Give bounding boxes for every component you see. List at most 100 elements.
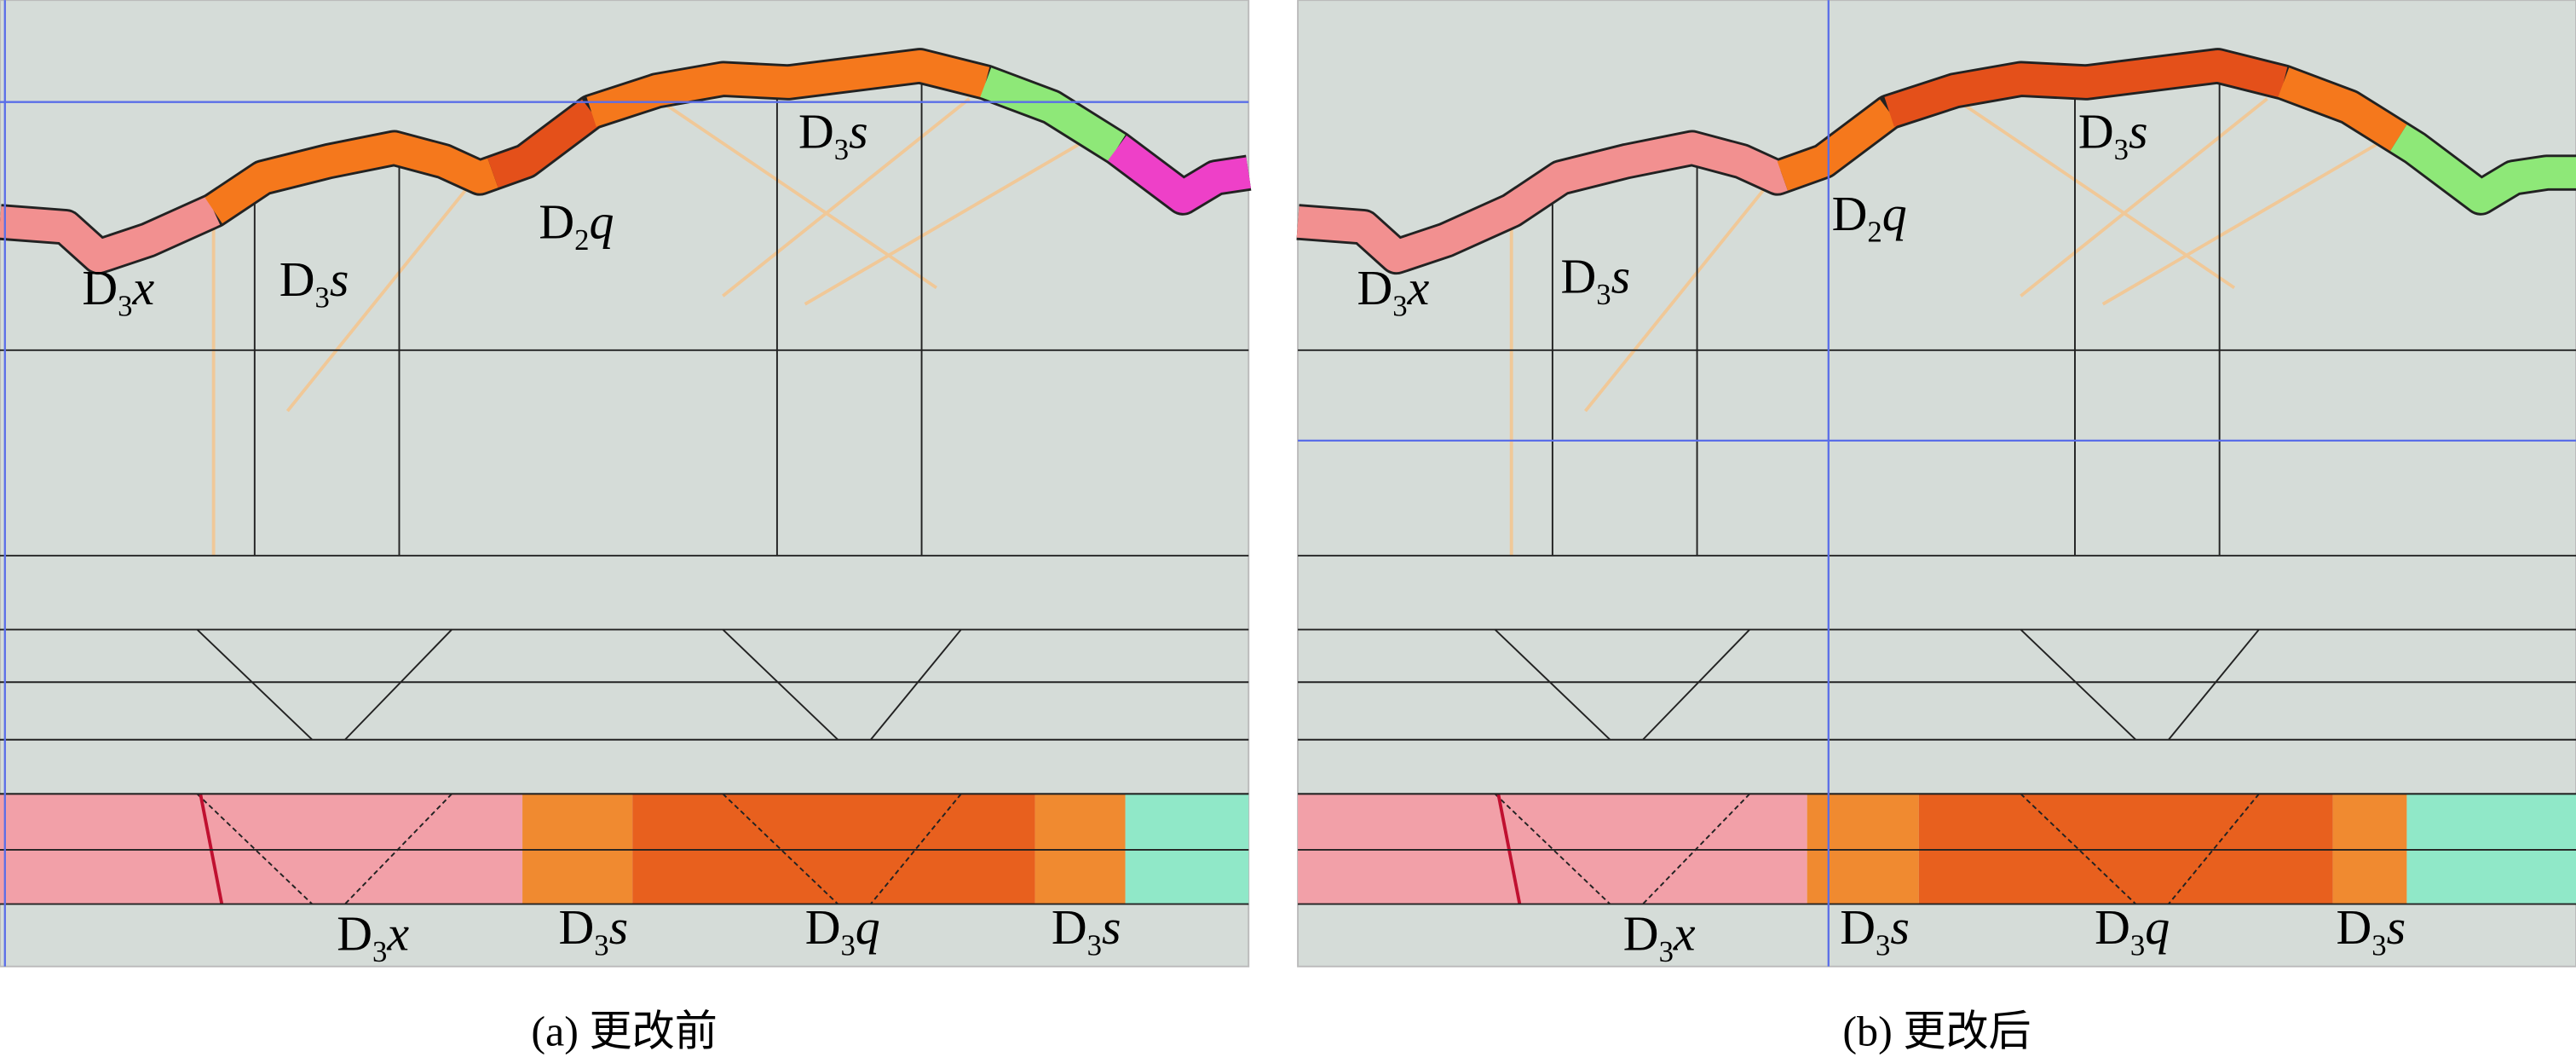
label-tail: q	[1882, 186, 1907, 241]
trace-line	[804, 130, 1102, 306]
trace-line	[2020, 97, 2268, 297]
label-base: D	[1052, 899, 1087, 955]
map-line	[1494, 793, 1611, 905]
map-line	[2168, 793, 2260, 905]
label-tail: s	[2387, 899, 2406, 955]
unit-label: D3s	[1052, 899, 1121, 962]
unit-label: D3s	[2078, 104, 2148, 166]
label-sub: 3	[372, 935, 387, 968]
label-base: D	[2078, 104, 2114, 159]
label-tail: s	[2129, 104, 2148, 159]
label-base: D	[2337, 899, 2372, 955]
label-sub: 3	[594, 928, 608, 962]
label-base: D	[1561, 248, 1597, 303]
map-line	[196, 793, 313, 905]
caption: (a) 更改前	[531, 1007, 717, 1054]
unit-label: D3q	[805, 899, 880, 962]
label-sub: 3	[1392, 289, 1407, 322]
terrain-unit	[2390, 124, 2576, 213]
label-tail: x	[386, 906, 409, 962]
projection-line	[2168, 628, 2260, 741]
unit-label: D2q	[539, 194, 614, 257]
label-tail: x	[1673, 906, 1696, 962]
trace-line	[1583, 155, 1792, 413]
label-base: D	[82, 260, 118, 315]
label-tail: q	[2145, 899, 2170, 955]
terrain-unit	[586, 49, 990, 127]
label-base: D	[337, 906, 372, 962]
label-sub: 2	[574, 223, 589, 257]
label-base: D	[539, 194, 574, 250]
label-sub: 3	[1659, 935, 1674, 968]
label-base: D	[2095, 899, 2130, 955]
label-tail: s	[1611, 248, 1631, 303]
projection-line	[196, 628, 313, 741]
label-sub: 3	[2371, 928, 2386, 962]
terrain-unit	[205, 132, 498, 224]
terrain-unit	[2278, 67, 2407, 152]
label-base: D	[1357, 260, 1392, 315]
label-base: D	[279, 251, 315, 307]
label-tail: s	[609, 899, 629, 955]
projection-line	[344, 628, 452, 741]
label-sub: 3	[840, 928, 855, 962]
unit-label: D3s	[798, 104, 868, 166]
trace-line	[285, 155, 494, 413]
label-tail: q	[856, 899, 880, 955]
map-line	[722, 793, 838, 905]
unit-label: D3s	[279, 251, 349, 314]
label-tail: s	[849, 104, 868, 159]
unit-label: D2q	[1832, 186, 1907, 248]
unit-label: D3x	[337, 906, 409, 968]
label-sub: 3	[1876, 928, 1890, 962]
map-line	[2020, 793, 2136, 905]
projection-line	[2020, 628, 2136, 741]
label-base: D	[558, 899, 594, 955]
projection-line	[870, 628, 962, 741]
label-base: D	[1832, 186, 1868, 241]
label-base: D	[1623, 906, 1659, 962]
label-base: D	[1840, 899, 1876, 955]
label-tail: x	[1407, 260, 1430, 315]
trace-line	[722, 97, 971, 297]
label-base: D	[798, 104, 834, 159]
unit-label: D3q	[2095, 899, 2170, 962]
terrain-unit	[1884, 49, 2288, 127]
label-tail: s	[1102, 899, 1121, 955]
label-sub: 3	[1087, 928, 1102, 962]
label-sub: 3	[2114, 133, 2129, 166]
unit-label: D3s	[558, 899, 628, 962]
projection-line	[1494, 628, 1611, 741]
label-sub: 3	[1596, 278, 1611, 311]
unit-label: D3s	[1840, 899, 1910, 962]
label-sub: 3	[2130, 928, 2145, 962]
label-base: D	[805, 899, 841, 955]
terrain-unit	[1777, 99, 1899, 191]
unit-label: D3x	[82, 260, 154, 322]
label-tail: s	[330, 251, 349, 307]
projection-line	[1642, 628, 1750, 741]
terrain-unit	[1296, 132, 1794, 273]
unit-label: D3s	[1561, 248, 1631, 310]
unit-label: D3x	[1357, 260, 1429, 322]
label-tail: s	[1890, 899, 1910, 955]
terrain-unit	[980, 67, 1126, 162]
caption: (b) 更改后	[1842, 1007, 2031, 1054]
unit-label: D3s	[2337, 899, 2406, 962]
unit-label: D3x	[1623, 906, 1696, 968]
terrain-unit	[0, 196, 221, 273]
trace-line	[2101, 130, 2400, 306]
projection-line	[722, 628, 838, 741]
label-tail: x	[132, 260, 155, 315]
label-sub: 3	[315, 281, 330, 315]
label-tail: q	[589, 194, 614, 250]
label-sub: 3	[118, 289, 132, 322]
label-sub: 2	[1867, 216, 1882, 249]
terrain-unit	[1108, 136, 1251, 213]
label-sub: 3	[834, 133, 849, 166]
map-line	[870, 793, 962, 905]
terrain-unit	[487, 99, 602, 188]
